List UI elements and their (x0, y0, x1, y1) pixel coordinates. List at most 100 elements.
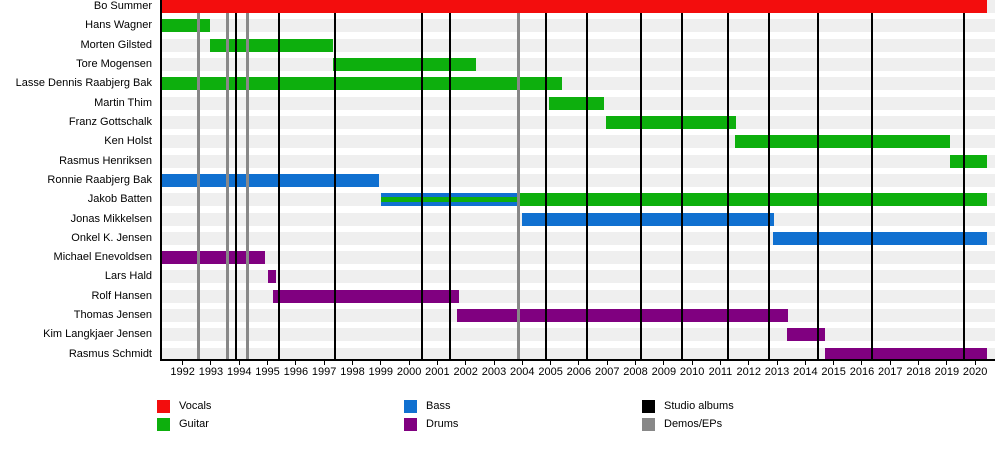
member-label: Martin Thim (94, 96, 152, 109)
axis-year-label: 2007 (594, 366, 620, 378)
axis-tick (635, 360, 637, 365)
axis-year-label: 2005 (538, 366, 563, 378)
row-stripe (162, 251, 995, 265)
member-label: Kim Langkjaer Jensen (43, 328, 152, 341)
axis-tick (436, 360, 438, 365)
axis-year-label: 2020 (962, 366, 988, 378)
axis-year-label: 2001 (425, 366, 450, 378)
axis-tick (748, 360, 750, 365)
studio-album-line (449, 13, 452, 360)
member-label: Ken Holst (104, 135, 152, 148)
axis-year-label: 2000 (396, 366, 422, 378)
axis-tick (691, 360, 693, 365)
legend-entry-bass: Bass (404, 400, 458, 413)
legend: Vocals Guitar Bass Drums Studio albums Demos/… (0, 400, 1000, 440)
legend-column: Bass Drums (404, 400, 458, 431)
axis-tick (380, 360, 382, 365)
studio-album-line (545, 13, 548, 360)
legend-entry-demos_eps: Demos/EPs (642, 418, 734, 431)
member-label: Jonas Mikkelsen (70, 212, 152, 225)
demo-ep-line (196, 13, 200, 360)
studio-album-line (767, 13, 770, 360)
timeline-bar-guitar (332, 57, 476, 71)
axis-year-label: 2018 (906, 366, 931, 378)
axis-year-label: 1999 (368, 366, 394, 378)
axis-tick (465, 360, 467, 365)
member-label: Bo Summer (93, 0, 152, 12)
axis-tick (804, 360, 806, 365)
axis-year-label: 1998 (340, 366, 365, 378)
axis-year-label: 2015 (821, 366, 846, 378)
timeline-bar-guitar (160, 77, 562, 91)
legend-label: Demos/EPs (664, 418, 723, 430)
axis-tick (606, 360, 608, 365)
axis-tick (493, 360, 495, 365)
legend-swatch-drums (404, 418, 417, 431)
timeline-bar-bass (772, 231, 988, 245)
axis-year-label: 1994 (227, 366, 252, 378)
studio-album-line (420, 13, 423, 360)
axis-tick (408, 360, 410, 365)
demo-ep-line (226, 13, 230, 360)
legend-label: Bass (426, 400, 451, 412)
axis-tick (918, 360, 920, 365)
axis-tick (946, 360, 948, 365)
timeline-bar-drums (160, 251, 265, 265)
studio-album-line (586, 13, 589, 360)
axis-tick (776, 360, 778, 365)
timeline-bar-bass (160, 173, 380, 187)
member-label: Rasmus Henriksen (59, 154, 152, 167)
row-stripe (162, 347, 995, 361)
timeline-bar-drums (825, 347, 988, 361)
axis-year-label: 1997 (311, 366, 337, 378)
member-label: Jakob Batten (87, 193, 152, 206)
timeline-bar-guitar (518, 193, 988, 207)
studio-album-line (681, 13, 684, 360)
legend-label: Studio albums (664, 400, 734, 412)
plot-left-border (160, 0, 162, 360)
row-stripe (162, 19, 995, 33)
axis-year-label: 2010 (679, 366, 705, 378)
axis-year-label: 2017 (878, 366, 903, 378)
timeline-bar-guitar (605, 115, 736, 129)
axis-tick (267, 360, 269, 365)
legend-column: Vocals Guitar (157, 400, 211, 431)
member-labels-column: Bo Summer Hans Wagner Morten Gilsted Tore M… (0, 0, 152, 360)
studio-album-line (870, 13, 873, 360)
demo-ep-line (516, 13, 520, 360)
axis-tick (295, 360, 297, 365)
axis-tick (182, 360, 184, 365)
row-stripe (162, 270, 995, 284)
member-label: Lars Hald (104, 270, 152, 283)
member-label: Franz Gottschalk (68, 115, 152, 128)
studio-album-line (277, 13, 280, 360)
axis-year-label: 2013 (764, 366, 790, 378)
legend-swatch-guitar (157, 418, 170, 431)
timeline-bar-guitar (949, 154, 988, 168)
studio-album-line (334, 13, 337, 360)
timeline-bar-vocals (160, 0, 988, 13)
axis-year-label: 2011 (708, 366, 733, 378)
legend-label: Drums (426, 418, 459, 430)
studio-album-line (235, 13, 238, 360)
timeline-bar-drums (786, 328, 826, 342)
timeline-bar-guitar (549, 96, 605, 110)
axis-year-label: 2004 (510, 366, 535, 378)
studio-album-line (817, 13, 820, 360)
timeline-bar-guitar (209, 38, 333, 52)
row-stripe (162, 328, 995, 342)
plot-area: 1992 1993 1994 1995 1996 1997 1998 1999 2000 2001… (160, 0, 995, 378)
axis-tick (974, 360, 976, 365)
studio-album-line (962, 13, 965, 360)
axis-year-label: 2002 (453, 366, 478, 378)
member-label: Tore Mogensen (76, 57, 152, 70)
legend-label: Vocals (179, 400, 212, 412)
timeline-bar-drums (457, 309, 789, 323)
member-label: Rolf Hansen (91, 289, 152, 302)
axis-year-label: 2012 (736, 366, 761, 378)
axis-tick (323, 360, 325, 365)
axis-tick (833, 360, 835, 365)
timeline-bar-drums (267, 270, 277, 284)
member-label: Hans Wagner (85, 19, 152, 32)
